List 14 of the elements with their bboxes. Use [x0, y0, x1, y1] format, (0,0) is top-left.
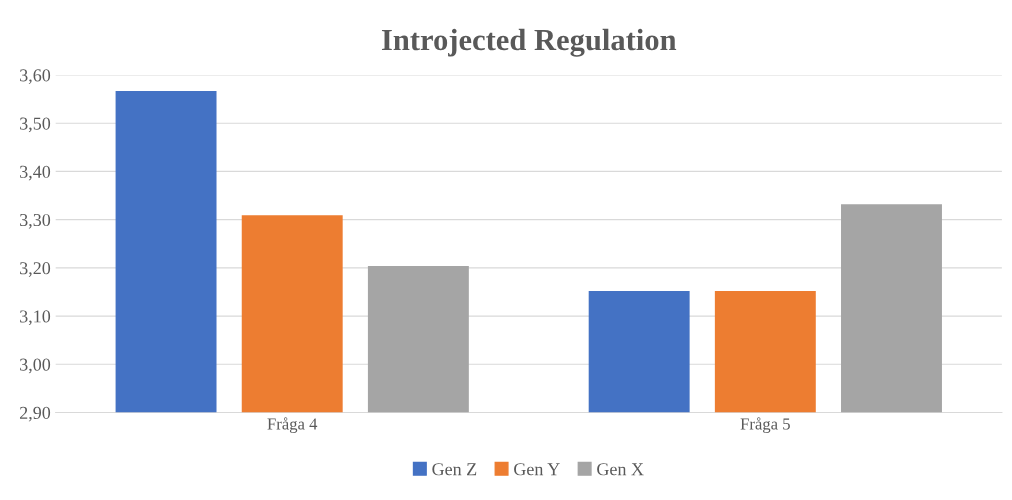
- y-tick-label: 3,20: [20, 262, 51, 277]
- y-tick-label: 3,30: [20, 213, 51, 229]
- legend-label: Gen Y: [514, 463, 560, 476]
- y-tick-label: 3,10: [20, 310, 51, 326]
- y-tick-label: 3,50: [20, 117, 51, 133]
- y-tick-label: 3,00: [20, 358, 51, 374]
- x-tick-label: Fråga 4: [267, 417, 318, 434]
- legend-label: Gen X: [597, 463, 644, 476]
- y-tick-label: 3,40: [20, 165, 51, 181]
- chart-title: Introjected Regulation: [381, 28, 677, 57]
- y-tick-label: 3,60: [20, 69, 51, 85]
- y-tick-label: 2,90: [19, 406, 51, 422]
- legend-label: Gen Z: [432, 463, 477, 476]
- x-tick-label: Fråga 5: [740, 417, 790, 434]
